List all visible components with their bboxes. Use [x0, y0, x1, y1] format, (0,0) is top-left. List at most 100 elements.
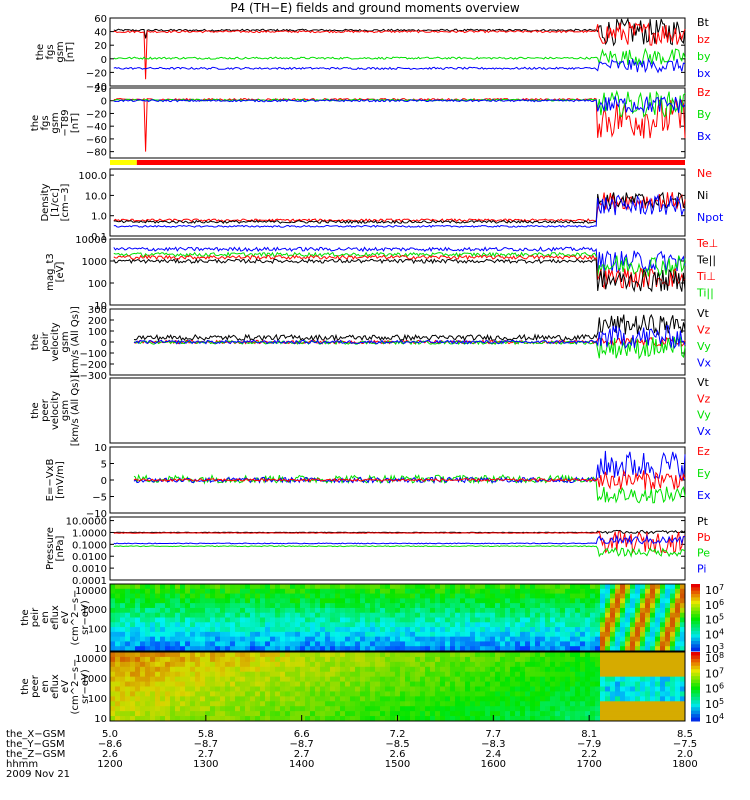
spectrogram-cell	[635, 617, 641, 623]
x-tick-label: −8.7	[290, 739, 314, 750]
spectrogram-cell	[665, 711, 671, 717]
spectrogram-cell	[460, 656, 466, 663]
spectrogram-cell	[405, 661, 411, 668]
spectrogram-cell	[175, 641, 181, 647]
spectrogram-cell	[620, 716, 626, 722]
spectrogram-cell	[405, 666, 411, 673]
spectrogram-cell	[590, 593, 596, 599]
spectrogram-cell	[640, 584, 646, 590]
x-tick-label: 5.0	[102, 729, 118, 740]
spectrogram-cell	[620, 686, 626, 692]
spectrogram-cell	[420, 671, 426, 678]
spectrogram-cell	[585, 706, 591, 712]
spectrogram-cell	[470, 598, 476, 604]
spectrogram-cell	[220, 612, 226, 618]
spectrogram-cell	[635, 593, 641, 599]
spectrogram-cell	[225, 676, 231, 683]
spectrogram-cell	[570, 656, 576, 663]
spectrogram-cell	[500, 671, 506, 678]
spectrogram-cell	[510, 622, 516, 628]
spectrogram-cell	[265, 636, 271, 642]
spectrogram-cell	[555, 691, 561, 697]
spectrogram-cell	[455, 631, 461, 638]
spectrogram-cell	[600, 711, 606, 717]
spectrogram-cell	[125, 584, 131, 590]
spectrogram-cell	[360, 588, 366, 595]
spectrogram-cell	[530, 706, 536, 712]
spectrogram-cell	[385, 652, 391, 658]
spectrogram-cell	[145, 681, 151, 687]
spectrogram-cell	[585, 711, 591, 717]
spectrogram-cell	[195, 701, 201, 707]
spectrogram-cell	[640, 641, 646, 647]
spectrogram-cell	[675, 676, 681, 683]
spectrogram-cell	[170, 584, 176, 590]
spectrogram-cell	[175, 691, 181, 697]
spectrogram-cell	[235, 671, 241, 678]
spectrogram-cell	[145, 584, 151, 590]
spectrogram-cell	[445, 617, 451, 623]
spectrogram-cell	[445, 593, 451, 599]
spectrogram-cell	[405, 584, 411, 590]
spectrogram-cell	[185, 716, 191, 722]
spectrogram-cell	[530, 716, 536, 722]
spectrogram-cell	[605, 686, 611, 692]
spectrogram-cell	[660, 588, 666, 595]
spectrogram-cell	[510, 652, 516, 658]
spectrogram-cell	[515, 711, 521, 717]
spectrogram-cell	[385, 627, 391, 633]
y-tick-label: 1000	[82, 605, 107, 616]
spectrogram-cell	[115, 603, 121, 609]
spectrogram-cell	[610, 617, 616, 623]
spectrogram-cell	[310, 593, 316, 599]
spectrogram-cell	[650, 671, 656, 678]
colorbar-label: 105	[705, 613, 724, 627]
spectrogram-cell	[540, 588, 546, 595]
spectrogram-cell	[285, 617, 291, 623]
spectrogram-cell	[675, 593, 681, 599]
spectrogram-cell	[215, 603, 221, 609]
spectrogram-cell	[390, 666, 396, 673]
spectrogram-cell	[410, 636, 416, 642]
spectrogram-cell	[590, 701, 596, 707]
spectrogram-cell	[175, 652, 181, 658]
spectrogram-cell	[355, 617, 361, 623]
spectrogram-cell	[640, 588, 646, 595]
spectrogram-cell	[585, 584, 591, 590]
spectrogram-cell	[605, 681, 611, 687]
spectrogram-cell	[505, 646, 511, 652]
spectrogram-cell	[405, 641, 411, 647]
spectrogram-cell	[390, 622, 396, 628]
spectrogram-cell	[590, 603, 596, 609]
y-tick-label: 0	[101, 338, 107, 349]
spectrogram-cell	[220, 646, 226, 652]
spectrogram-cell	[115, 646, 121, 652]
spectrogram-cell	[280, 711, 286, 717]
spectrogram-cell	[500, 652, 506, 658]
spectrogram-cell	[450, 686, 456, 692]
spectrogram-cell	[575, 631, 581, 638]
spectrogram-cell	[500, 706, 506, 712]
spectrogram-cell	[360, 696, 366, 702]
spectrogram-cell	[570, 696, 576, 702]
spectrogram-cell	[170, 612, 176, 618]
spectrogram-cell	[365, 603, 371, 609]
spectrogram-cell	[475, 701, 481, 707]
spectrogram-cell	[415, 652, 421, 658]
spectrogram-cell	[300, 603, 306, 609]
spectrogram-cell	[120, 666, 126, 673]
spectrogram-cell	[505, 627, 511, 633]
spectrogram-cell	[645, 652, 651, 658]
spectrogram-cell	[115, 666, 121, 673]
spectrogram-cell	[350, 652, 356, 658]
spectrogram-cell	[335, 607, 341, 614]
spectrogram-cell	[620, 691, 626, 697]
spectrogram-cell	[165, 691, 171, 697]
spectrogram-cell	[520, 617, 526, 623]
spectrogram-cell	[360, 636, 366, 642]
x-axis-row-label: the_Y−GSM	[6, 739, 65, 750]
spectrogram-cell	[470, 706, 476, 712]
spectrogram-cell	[600, 691, 606, 697]
spectrogram-cell	[520, 691, 526, 697]
spectrogram-cell	[575, 593, 581, 599]
